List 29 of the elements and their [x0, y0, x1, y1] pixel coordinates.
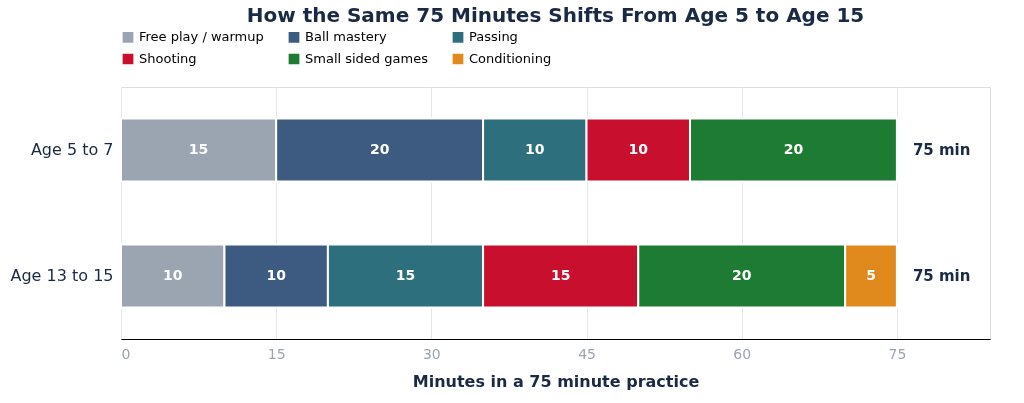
x-tick-label: 0	[121, 345, 131, 362]
legend-label: Free play / warmup	[139, 29, 264, 45]
data-label: 20	[783, 141, 804, 157]
legend-label: Small sided games	[305, 51, 429, 66]
x-axis-title: Minutes in a 75 minute practice	[412, 371, 700, 391]
x-tick-label: 60	[733, 345, 752, 362]
x-tick-label: 75	[888, 345, 907, 362]
data-label: 20	[369, 141, 390, 157]
data-label: 10	[162, 267, 183, 283]
data-label: 10	[525, 141, 545, 157]
legend-label: Ball mastery	[305, 29, 388, 45]
data-label: 10	[266, 267, 287, 283]
x-tick-label: 30	[422, 345, 441, 362]
total-label: 75 min	[912, 267, 971, 285]
x-tick-label: 15	[267, 345, 286, 362]
data-label: 15	[395, 267, 416, 283]
total-label: 75 min	[912, 141, 971, 159]
data-label: 20	[731, 267, 752, 283]
x-tick-label: 45	[578, 345, 596, 362]
legend-label: Conditioning	[469, 51, 552, 66]
data-label: 5	[866, 267, 876, 283]
data-label: 15	[550, 267, 571, 283]
chart-title: How the Same 75 Minutes Shifts From Age 5 to Age 15	[246, 3, 865, 27]
y-tick-label: Age 13 to 15	[10, 266, 114, 285]
data-label: 10	[628, 141, 649, 157]
legend-label: Shooting	[139, 51, 197, 66]
y-tick-label: Age 5 to 7	[30, 140, 114, 159]
data-label: 15	[188, 141, 209, 157]
legend-label: Passing	[469, 29, 518, 45]
